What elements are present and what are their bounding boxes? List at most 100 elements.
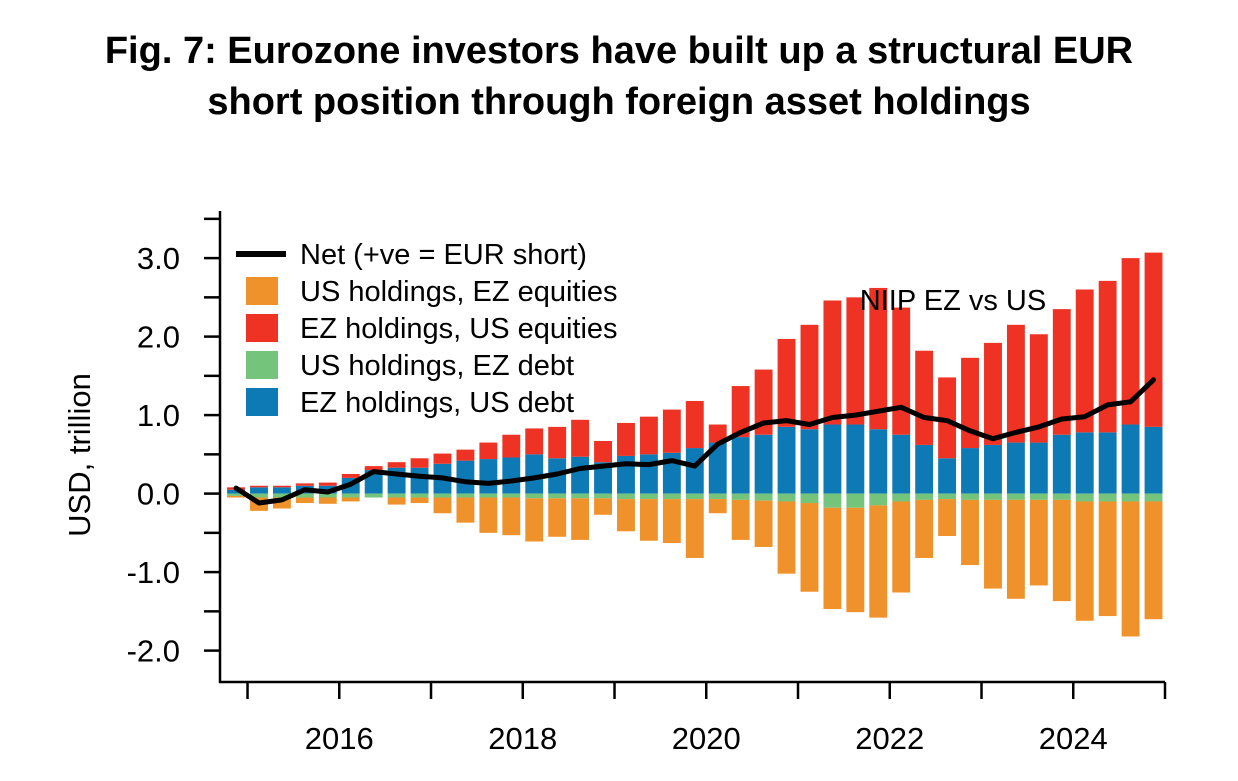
bar-us-holdings-ez-equities-16 [594, 498, 612, 515]
bar-ez-holdings-us-equities-4 [318, 482, 337, 486]
bar-ez-holdings-us-equities-35 [1029, 334, 1048, 443]
y-tick-label: 0.0 [137, 477, 180, 512]
legend-swatch-us-holdings-ez-equities [246, 277, 278, 305]
bar-ez-holdings-us-equities-28 [869, 287, 888, 430]
bar-ez-holdings-us-debt-15 [571, 456, 590, 494]
legend-swatch-ez-holdings-us-equities [246, 314, 278, 342]
bar-us-holdings-ez-equities-33 [984, 499, 1002, 589]
bar-us-holdings-ez-debt-9 [433, 493, 452, 498]
bar-ez-holdings-us-equities-30 [915, 350, 934, 445]
bar-us-holdings-ez-debt-17 [617, 493, 635, 500]
bar-us-holdings-ez-equities-37 [1075, 501, 1094, 621]
bar-us-holdings-ez-equities-18 [639, 499, 658, 541]
bar-us-holdings-ez-equities-40 [1144, 501, 1163, 620]
bar-ez-holdings-us-debt-23 [754, 434, 773, 494]
bar-us-holdings-ez-debt-5 [341, 493, 360, 498]
bar-us-holdings-ez-debt-30 [915, 493, 934, 500]
bar-ez-holdings-us-equities-19 [662, 409, 681, 453]
bar-ez-holdings-us-equities-6 [364, 466, 383, 471]
bar-us-holdings-ez-equities-38 [1098, 501, 1117, 617]
bar-us-holdings-ez-equities-15 [571, 498, 590, 540]
bar-us-holdings-ez-debt-40 [1144, 493, 1163, 502]
bar-ez-holdings-us-debt-11 [479, 459, 498, 494]
bar-ez-holdings-us-equities-36 [1052, 309, 1071, 435]
bar-ez-holdings-us-debt-35 [1029, 442, 1048, 494]
bar-ez-holdings-us-debt-22 [731, 437, 750, 494]
net-line-group [233, 377, 1156, 506]
bar-ez-holdings-us-equities-10 [456, 449, 475, 461]
bar-us-holdings-ez-debt-3 [295, 493, 314, 498]
bar-us-holdings-ez-equities-10 [456, 497, 475, 523]
bar-us-holdings-ez-debt-16 [594, 493, 612, 499]
bar-us-holdings-ez-debt-11 [479, 493, 498, 498]
bar-ez-holdings-us-debt-34 [1006, 442, 1025, 494]
bar-us-holdings-ez-equities-24 [777, 501, 796, 574]
bar-ez-holdings-us-debt-21 [708, 442, 727, 494]
bar-us-holdings-ez-equities-9 [433, 497, 452, 514]
bar-us-holdings-ez-debt-26 [823, 493, 842, 508]
bar-ez-holdings-us-debt-24 [777, 426, 796, 494]
bar-us-holdings-ez-equities-8 [410, 497, 429, 504]
bar-us-holdings-ez-debt-29 [892, 493, 911, 502]
bar-us-holdings-ez-debt-24 [777, 493, 796, 502]
bar-ez-holdings-us-equities-37 [1075, 289, 1094, 433]
bar-us-holdings-ez-equities-17 [617, 499, 635, 532]
bar-us-holdings-ez-equities-26 [823, 507, 842, 609]
bar-us-holdings-ez-equities-20 [685, 499, 704, 558]
bar-us-holdings-ez-debt-10 [456, 493, 475, 498]
bar-us-holdings-ez-debt-34 [1006, 493, 1025, 500]
bar-us-holdings-ez-debt-20 [685, 493, 704, 500]
legend-swatch-ez-holdings-us-debt [246, 388, 278, 416]
bar-us-holdings-ez-equities-3 [295, 497, 314, 504]
bar-us-holdings-ez-equities-27 [846, 507, 865, 613]
bar-ez-holdings-us-debt-0 [227, 489, 245, 494]
bar-ez-holdings-us-equities-40 [1144, 252, 1163, 427]
axes-group: -2.0 -1.0 0.0 1.0 2.0 3.0 2016 2018 2020 2022 2024 [127, 211, 1167, 756]
x-tick-label: 2024 [1039, 721, 1108, 756]
bar-us-holdings-ez-equities-23 [754, 500, 773, 547]
y-tick-label: 2.0 [137, 320, 180, 355]
bar-us-holdings-ez-equities-2 [272, 497, 291, 509]
bar-ez-holdings-us-equities-32 [961, 357, 979, 449]
bar-ez-holdings-us-equities-3 [295, 483, 314, 486]
x-tick-label: 2020 [672, 721, 741, 756]
bar-us-holdings-ez-debt-4 [318, 493, 337, 498]
bar-ez-holdings-us-equities-24 [777, 338, 796, 427]
bar-us-holdings-ez-equities-29 [892, 501, 911, 593]
bar-ez-holdings-us-equities-26 [823, 300, 842, 425]
chart-title: Fig. 7: Eurozone investors have built up… [0, 26, 1238, 128]
bar-us-holdings-ez-debt-2 [272, 493, 291, 498]
bar-ez-holdings-us-equities-23 [754, 369, 773, 435]
bar-ez-holdings-us-equities-13 [525, 428, 544, 455]
bar-ez-holdings-us-debt-13 [525, 454, 544, 494]
bar-ez-holdings-us-debt-31 [938, 458, 957, 494]
legend: Net (+ve = EUR short) US holdings, EZ equ… [236, 239, 618, 419]
bar-ez-holdings-us-equities-31 [938, 377, 957, 459]
bar-ez-holdings-us-equities-34 [1006, 324, 1025, 443]
bar-us-holdings-ez-debt-14 [548, 493, 567, 499]
bar-us-holdings-ez-debt-38 [1098, 493, 1117, 502]
bar-ez-holdings-us-equities-8 [410, 458, 429, 468]
x-tick-label: 2022 [855, 721, 924, 756]
bar-ez-holdings-us-debt-2 [272, 487, 291, 494]
x-tick-label: 2016 [305, 721, 374, 756]
bar-us-holdings-ez-debt-27 [846, 493, 865, 508]
bar-us-holdings-ez-equities-13 [525, 498, 544, 542]
bar-ez-holdings-us-debt-26 [823, 424, 842, 494]
bar-us-holdings-ez-debt-8 [410, 493, 429, 498]
bar-us-holdings-ez-debt-15 [571, 493, 590, 499]
bar-ez-holdings-us-debt-28 [869, 429, 888, 494]
bar-ez-holdings-us-debt-32 [961, 448, 979, 494]
bar-us-holdings-ez-debt-7 [387, 493, 406, 498]
bar-us-holdings-ez-equities-31 [938, 499, 957, 536]
bar-us-holdings-ez-debt-21 [708, 493, 727, 500]
bar-ez-holdings-us-debt-37 [1075, 432, 1094, 494]
bar-ez-holdings-us-debt-30 [915, 444, 934, 494]
bar-ez-holdings-us-debt-20 [685, 448, 704, 494]
bar-us-holdings-ez-equities-34 [1006, 499, 1025, 599]
bar-ez-holdings-us-equities-11 [479, 442, 498, 460]
bar-us-holdings-ez-debt-1 [250, 493, 268, 498]
bar-ez-holdings-us-debt-16 [594, 462, 612, 494]
bar-us-holdings-ez-equities-4 [318, 497, 337, 504]
